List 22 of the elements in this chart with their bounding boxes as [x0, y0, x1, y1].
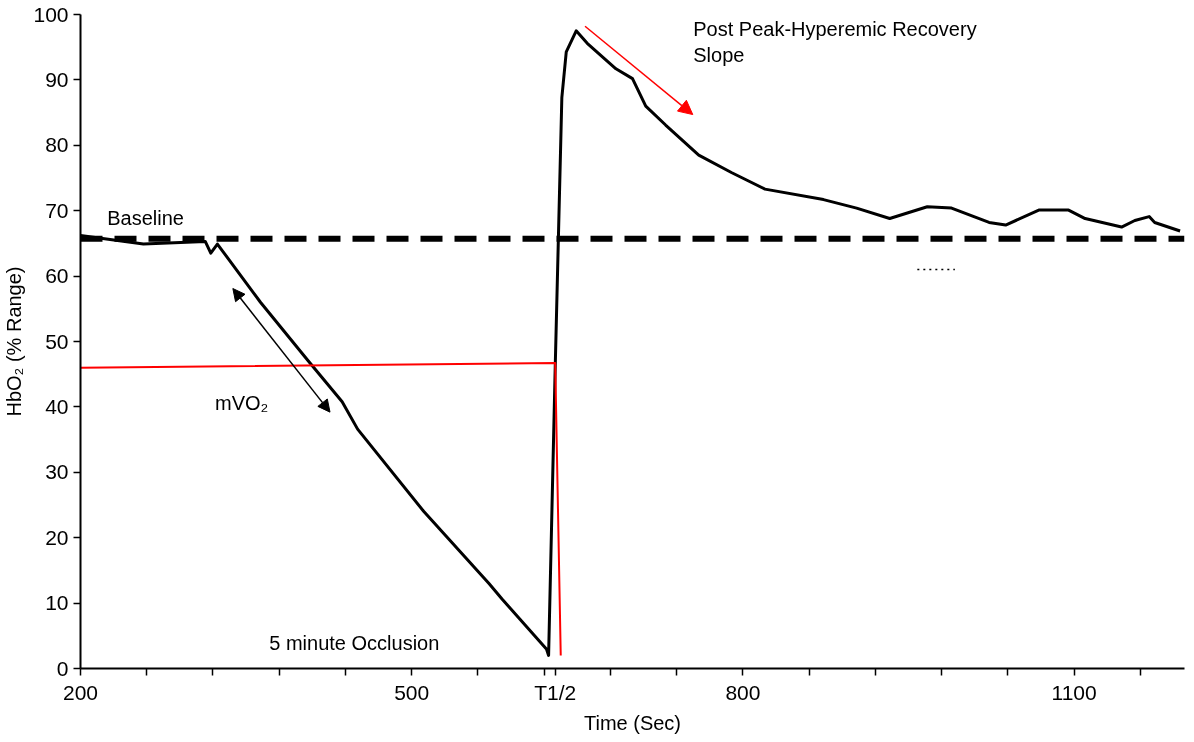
- y-tick-label: 0: [56, 656, 69, 680]
- annotation: Baseline: [107, 206, 184, 229]
- y-tick-label: 10: [45, 591, 69, 615]
- y-tick-label: 60: [45, 264, 69, 288]
- y-tick-label: 80: [45, 133, 69, 157]
- x-tick-label: T1/2: [534, 680, 577, 704]
- y-tick-label: 50: [45, 329, 69, 353]
- y-axis-title: HbO₂ (% Range): [3, 266, 26, 417]
- y-tick-label: 90: [45, 67, 69, 91]
- y-tick-label: 30: [45, 460, 69, 484]
- x-tick-label: 800: [725, 680, 761, 704]
- annotation: mVO₂: [215, 391, 269, 414]
- annotation: 5 minute Occlusion: [269, 631, 440, 654]
- x-tick-label: 200: [62, 680, 99, 704]
- x-tick-label: 500: [394, 680, 430, 704]
- y-tick-label: 20: [45, 525, 69, 549]
- y-tick-label: 70: [45, 198, 69, 222]
- annotation: Post Peak-Hyperemic Recovery Slope: [693, 17, 977, 67]
- x-tick-label: 1100: [1051, 680, 1097, 704]
- x-axis-title: Time (Sec): [583, 711, 682, 734]
- y-tick-label: 40: [45, 394, 69, 418]
- y-tick-label: 100: [33, 2, 69, 26]
